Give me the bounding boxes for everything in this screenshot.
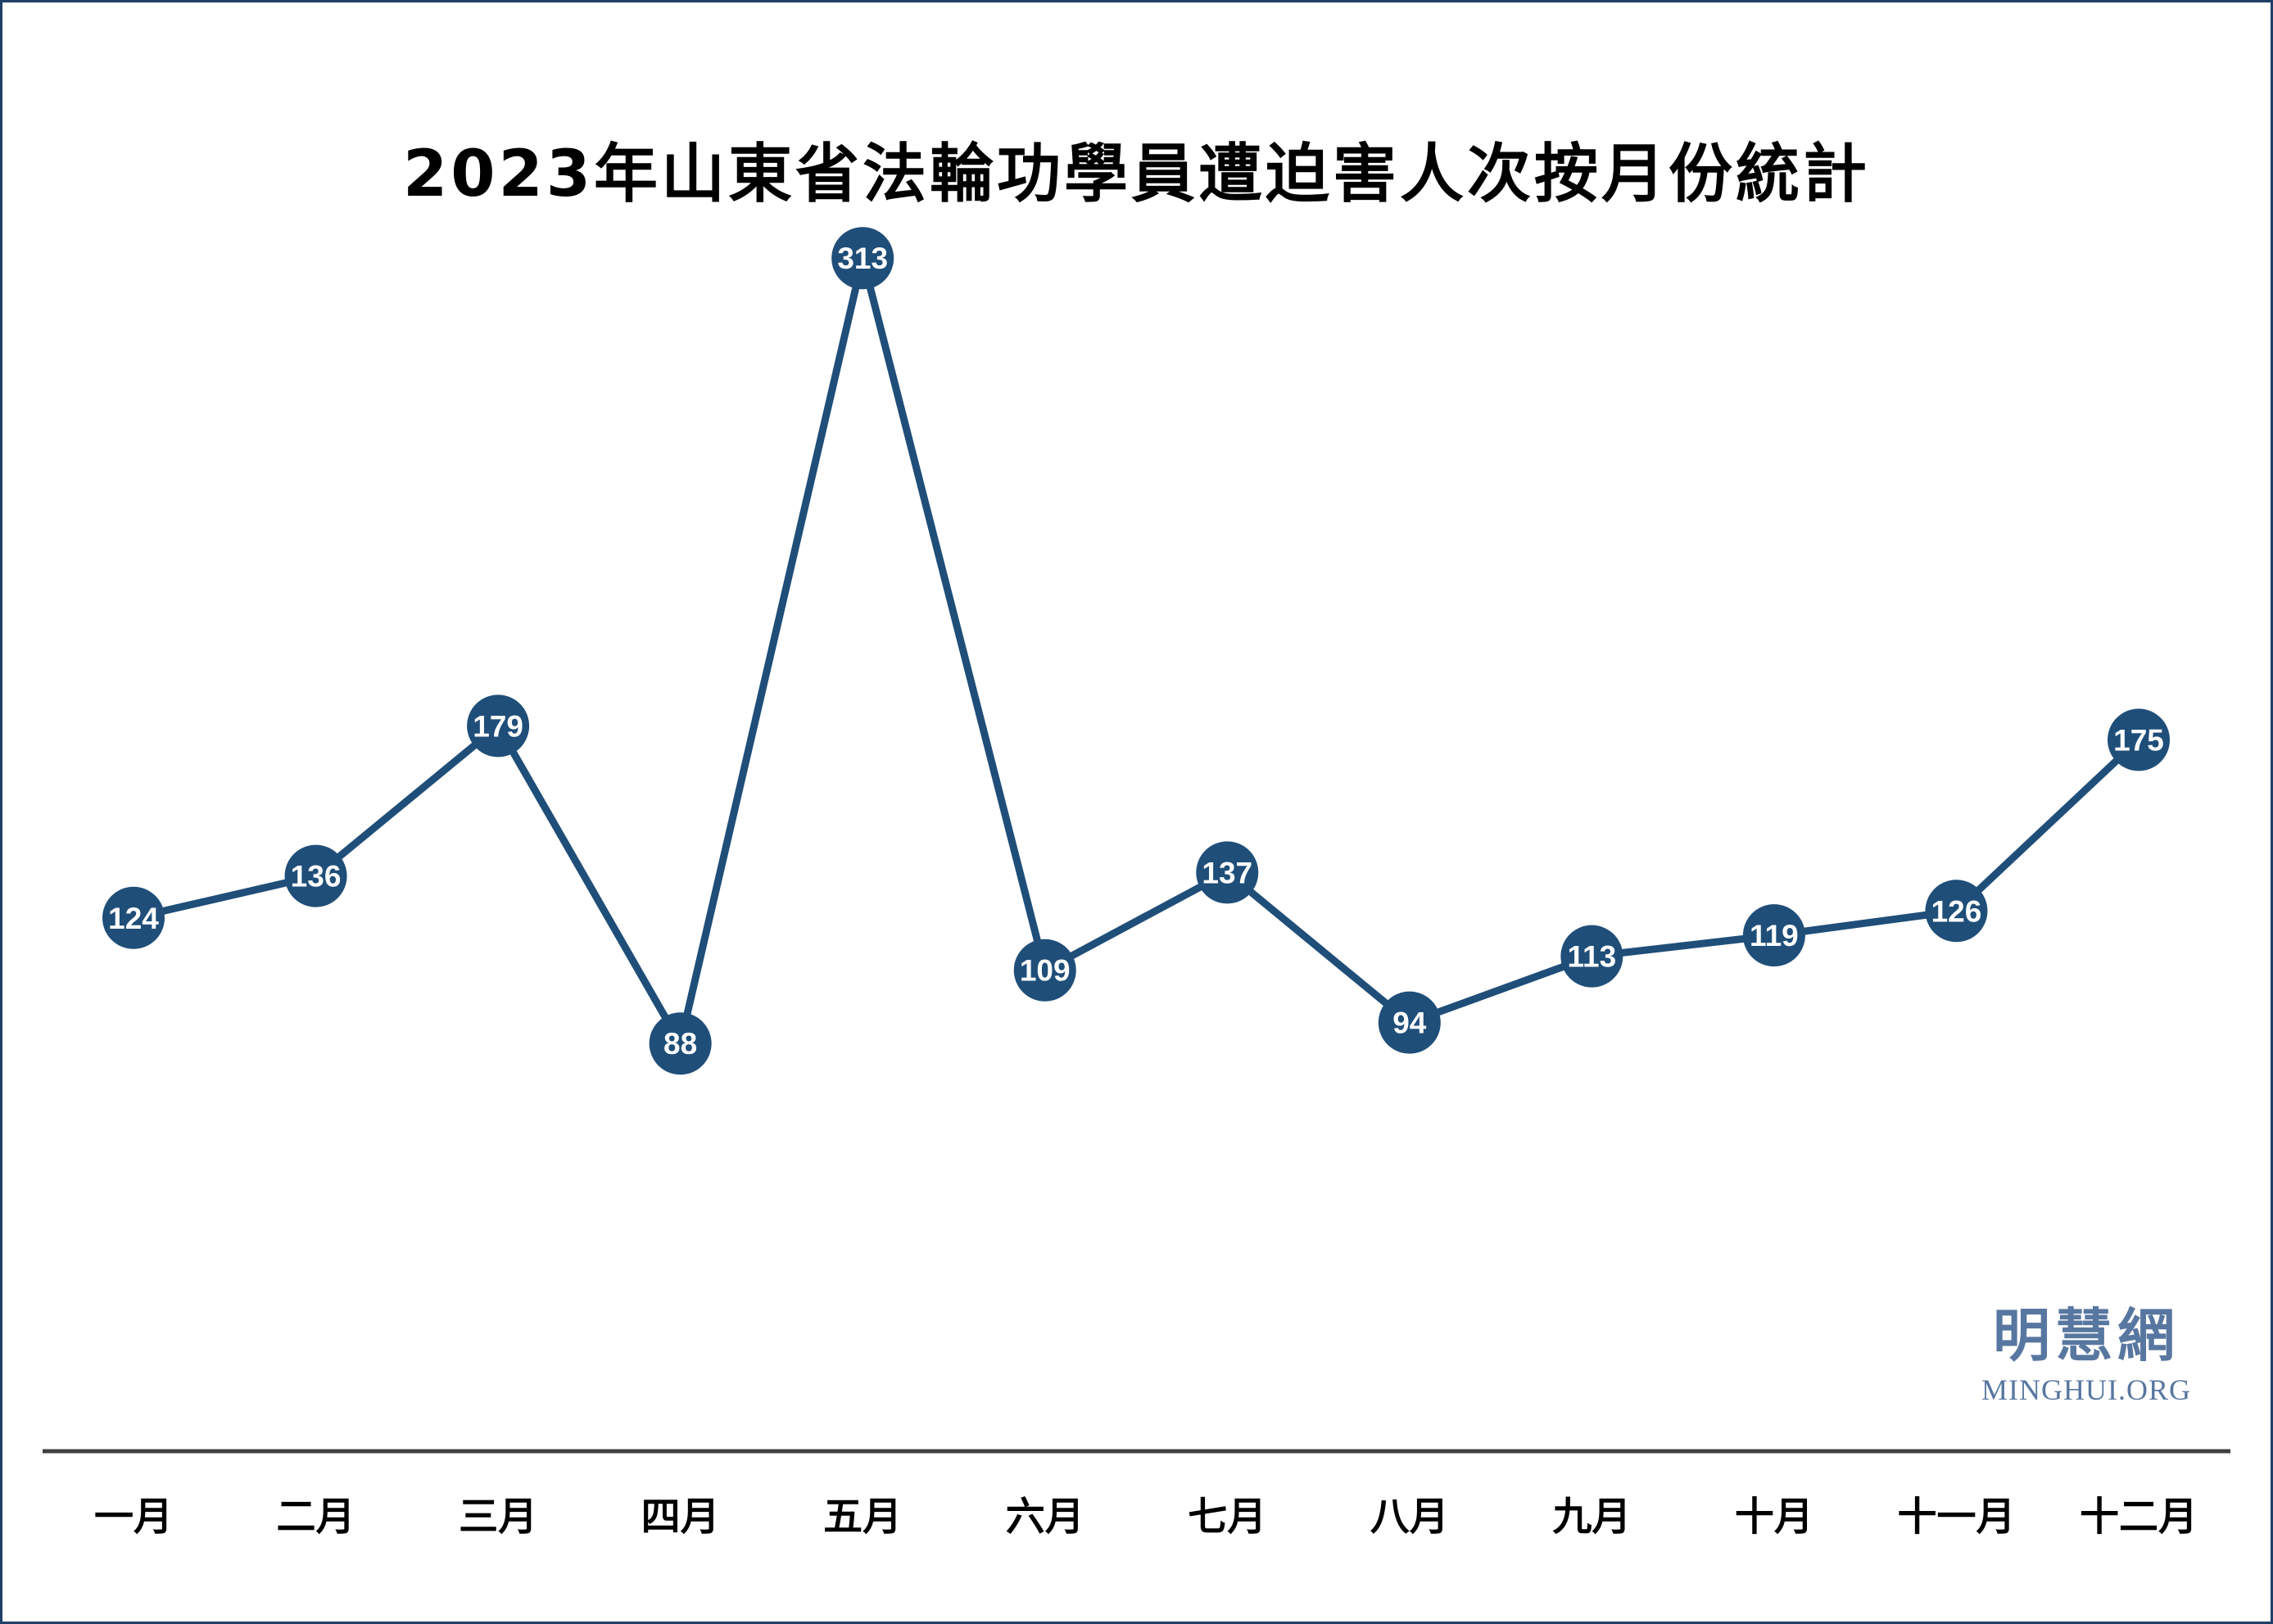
- series-line: [132, 257, 2142, 1054]
- data-point-marker: [1013, 939, 1076, 1002]
- x-tick-label: 十二月: [2080, 1494, 2198, 1540]
- chart-title: 2023年山東省法輪功學員遭迫害人次按月份統計: [402, 138, 1871, 211]
- x-tick-label: 四月: [641, 1494, 720, 1540]
- data-point: 119: [1742, 904, 1805, 967]
- x-tick-label: 十一月: [1897, 1494, 2015, 1540]
- data-point-marker: [649, 1012, 712, 1075]
- data-point-marker: [1196, 841, 1259, 904]
- x-tick-label: 十月: [1735, 1494, 1813, 1540]
- data-label: 94: [1392, 1007, 1427, 1040]
- data-label: 119: [1750, 919, 1799, 952]
- data-point-marker: [284, 844, 347, 907]
- x-tick-label: 六月: [1006, 1494, 1084, 1540]
- data-label: 113: [1568, 940, 1617, 974]
- data-point: 109: [1013, 939, 1076, 1002]
- data-point: 136: [284, 844, 347, 907]
- data-point: 88: [649, 1012, 712, 1075]
- logo-english-text: MINGHUI.ORG: [1981, 1373, 2191, 1406]
- data-point: 175: [2108, 708, 2170, 771]
- data-label: 313: [837, 242, 888, 275]
- data-point-marker: [2108, 708, 2170, 771]
- data-point-marker: [831, 227, 894, 290]
- x-tick-label: 一月: [94, 1494, 173, 1540]
- data-point: 137: [1196, 841, 1259, 904]
- data-point: 94: [1378, 991, 1441, 1054]
- data-label: 124: [108, 902, 159, 935]
- data-point-marker: [1742, 904, 1805, 967]
- data-point: 126: [1925, 880, 1988, 943]
- x-tick-label: 二月: [277, 1494, 355, 1540]
- data-point: 313: [831, 227, 894, 290]
- data-label: 136: [291, 860, 342, 893]
- data-point: 179: [467, 694, 530, 758]
- data-point-marker: [1378, 991, 1441, 1054]
- x-tick-label: 九月: [1552, 1494, 1631, 1540]
- data-label: 88: [663, 1027, 697, 1061]
- data-label: 137: [1202, 856, 1252, 889]
- data-point-marker: [1560, 925, 1623, 988]
- data-label: 109: [1020, 954, 1071, 988]
- data-point-marker: [102, 886, 165, 949]
- data-label: 179: [473, 709, 523, 743]
- data-label: 126: [1931, 894, 1982, 928]
- data-point: 124: [102, 886, 165, 949]
- x-tick-label: 八月: [1370, 1494, 1449, 1540]
- data-point-marker: [1925, 880, 1988, 943]
- data-point-marker: [467, 694, 530, 758]
- data-point: 113: [1560, 925, 1623, 988]
- data-label: 175: [2113, 723, 2164, 757]
- logo-chinese-text: 明慧網: [1993, 1301, 2180, 1369]
- x-tick-label: 五月: [823, 1494, 902, 1540]
- x-tick-label: 三月: [459, 1494, 537, 1540]
- minghui-logo: 明慧網 MINGHUI.ORG: [1955, 1307, 2217, 1407]
- x-tick-label: 七月: [1188, 1494, 1266, 1540]
